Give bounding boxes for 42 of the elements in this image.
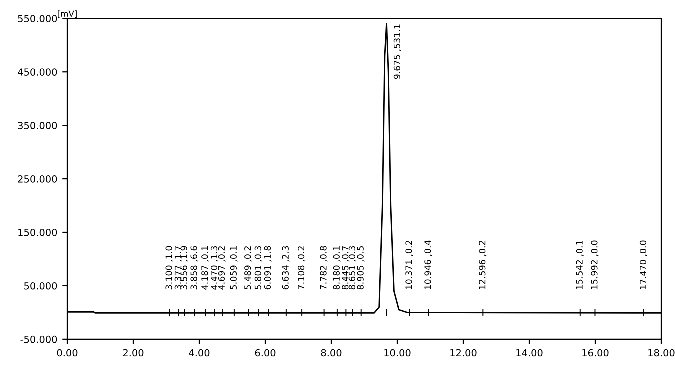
- x-tick-label: 18.00: [648, 349, 675, 357]
- annotation: 7.108 ,0.2: [298, 246, 306, 290]
- annotation: 15.992 ,0.0: [591, 240, 599, 290]
- y-tick-label: -50.000: [20, 336, 58, 344]
- x-tick-label: 16.00: [582, 349, 609, 357]
- annotation: 3.556 ,1.9: [180, 246, 188, 290]
- y-tick-label: 50.000: [24, 282, 58, 290]
- x-tick-label: 10.00: [384, 349, 411, 357]
- annotation: 3.858 ,6.6: [190, 246, 198, 290]
- y-tick-label: 150.000: [18, 228, 58, 236]
- x-tick-label: 12.00: [450, 349, 477, 357]
- annotation: 4.697 ,0.2: [218, 246, 226, 290]
- annotation: 5.059 ,0.1: [230, 246, 238, 290]
- annotation: 8.445 ,0.7: [342, 246, 350, 290]
- annotation: 8.651 ,0.3: [348, 246, 356, 290]
- annotation: 6.634 ,2.3: [282, 246, 290, 290]
- x-tick-label: 6.00: [255, 349, 276, 357]
- y-tick-label: 550.000: [18, 15, 58, 22]
- annotation: 4.187 ,0.1: [202, 246, 210, 290]
- annotation: 5.801 ,0.3: [254, 246, 262, 290]
- annotation: 6.091 ,1.8: [264, 246, 272, 290]
- annotation: 12.596 ,0.2: [479, 241, 487, 290]
- annotation: 15.542 ,0.1: [576, 240, 584, 290]
- annotation: 4.470 ,1.3: [210, 246, 218, 290]
- annotation: 17.470 ,0.0: [640, 240, 648, 290]
- annotation: 3.100 ,1.0: [166, 246, 174, 290]
- annotation: 7.782 ,0.8: [320, 246, 328, 290]
- x-tick-label: 8.00: [321, 349, 342, 357]
- x-tick-label: 14.00: [516, 349, 543, 357]
- y-tick-label: 250.000: [18, 176, 58, 183]
- annotation: 10.946 ,0.4: [424, 240, 432, 290]
- y-tick-label: 450.000: [18, 68, 58, 76]
- annotation: 8.905 ,0.5: [357, 246, 365, 290]
- x-tick-label: 2.00: [123, 349, 144, 357]
- x-tick-label: 0.00: [57, 349, 78, 357]
- x-tick-label: 4.00: [189, 349, 210, 357]
- annotation: 5.489 ,0.2: [244, 246, 252, 290]
- y-axis-title: [mV]: [58, 10, 77, 18]
- annotation: 8.180 ,0.1: [333, 246, 341, 290]
- annotation: 10.371 ,0.2: [406, 241, 414, 290]
- y-tick-label: 350.000: [18, 122, 58, 130]
- annotation: 9.675 ,531.1: [394, 24, 402, 80]
